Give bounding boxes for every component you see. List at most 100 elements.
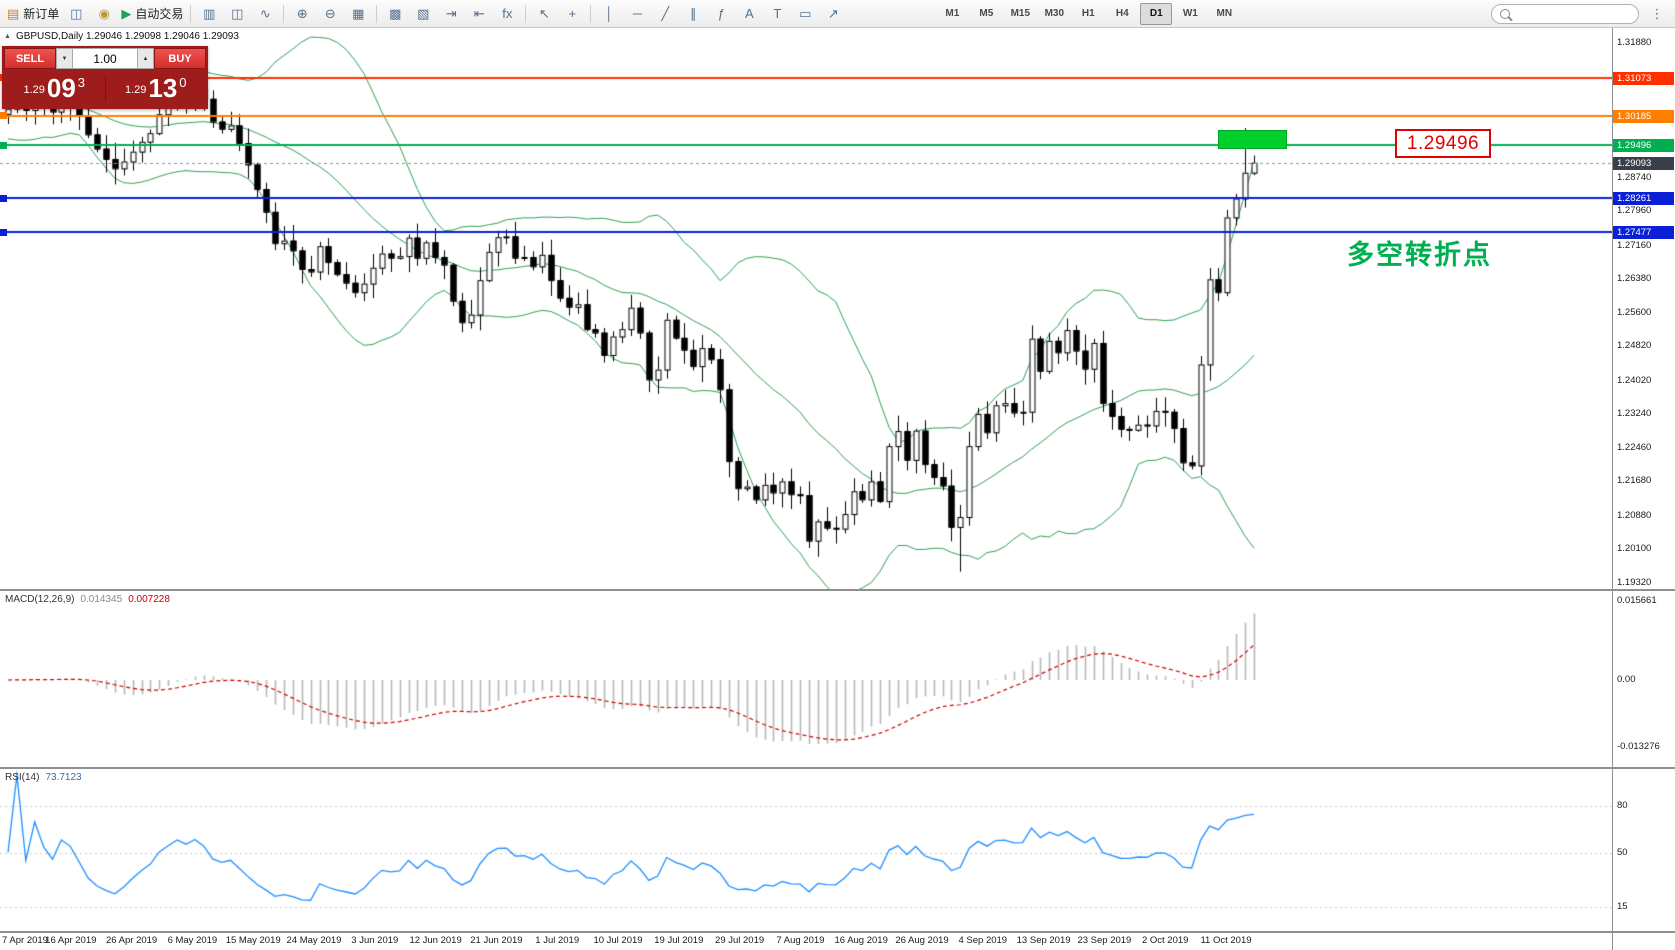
time-axis[interactable]: 7 Apr 2019 16 Apr 2019 26 Apr 2019 6 May 20… [0,934,1612,950]
text-icon: A [744,6,754,21]
indicator-list-icon: fx [502,6,513,21]
bar-chart-icon: ▥ [203,6,216,21]
time-axis-label: 15 May 2019 [225,935,281,946]
horizontal-line-button[interactable]: ─ [623,3,651,25]
time-axis-label: 7 Apr 2019 [2,935,48,946]
level-price-tag: 1.31073 [1613,71,1674,85]
highlight-rectangle[interactable] [1218,130,1287,149]
line-anchor[interactable] [0,112,7,120]
search-input[interactable] [1516,6,1630,21]
macd-label: MACD(12,26,9) 0.014345 0.007228 [5,594,170,605]
time-axis-label: 26 Apr 2019 [105,935,158,946]
autotrading-icon: ▶ [121,6,132,21]
lot-decrease-button[interactable]: ▼ [56,48,73,69]
text-label-button[interactable]: T [763,3,791,25]
price-tick: 1.23240 [1617,408,1652,420]
overflow-icon: ⋮ [1650,6,1664,21]
time-axis-label: 26 Aug 2019 [895,935,949,946]
line-anchor[interactable] [0,228,7,236]
pane-separator[interactable] [0,767,1675,769]
notifications-button[interactable]: ◉ [90,3,118,25]
time-axis-label: 12 Jun 2019 [409,935,462,946]
lot-increase-button[interactable]: ▲ [137,48,154,69]
zoom-in-icon: ⊕ [296,6,308,21]
line-anchor[interactable] [0,194,7,202]
price-tick: 1.31880 [1617,36,1652,48]
line-anchor[interactable] [0,141,7,149]
buy-button[interactable]: BUY [154,48,206,69]
timeframe-w1[interactable]: W1 [1182,8,1198,19]
time-axis-label: 13 Sep 2019 [1016,935,1071,946]
line-chart-button[interactable]: ∿ [251,3,279,25]
axis-separator[interactable] [1612,28,1613,950]
cursor-icon: ↖ [538,6,550,21]
cursor-button[interactable]: ↖ [530,3,558,25]
macd-axis-tick: 0.00 [1617,674,1636,685]
toolbar-separator [283,4,285,23]
trade-prices-row: 1.29 09 3 1.29 13 0 [4,71,206,107]
timeframe-m1[interactable]: M1 [945,8,960,19]
pane-separator[interactable] [0,931,1675,933]
horizontal-line-icon: ─ [632,6,642,21]
candlestick-chart-button[interactable]: ◫ [223,3,251,25]
price-tick: 1.20880 [1617,509,1652,521]
text-button[interactable]: A [735,3,763,25]
rsi-value: 73.7123 [45,772,82,783]
chart-shift-button[interactable]: ⇤ [465,3,493,25]
toolbar-overflow-button[interactable]: ⋮ [1643,3,1671,25]
time-axis-label: 6 May 2019 [167,935,218,946]
tile-windows-button[interactable]: ▦ [344,3,372,25]
macd-signal-value: 0.007228 [128,594,170,605]
zoom-out-button[interactable]: ⊖ [316,3,344,25]
arrows-button[interactable]: ↗ [819,3,847,25]
vertical-line-button[interactable]: │ [595,3,623,25]
auto-scroll-button[interactable]: ⇥ [437,3,465,25]
profiles-button[interactable]: ▧ [409,3,437,25]
lot-size-input[interactable] [73,48,137,69]
time-axis-label: 21 Jun 2019 [470,935,523,946]
new-order-label: 新订单 [23,7,60,21]
indicator-list-button[interactable]: fx [493,3,521,25]
pane-separator[interactable] [0,589,1675,591]
account-button[interactable]: ◫ [62,3,90,25]
toolbar-separator [376,4,378,23]
timeframe-d1[interactable]: D1 [1140,2,1173,25]
sell-button[interactable]: SELL [4,48,56,69]
autotrading-button[interactable]: ▶ 自动交易 [118,3,186,25]
fibonacci-button[interactable]: ƒ [707,3,735,25]
time-axis-label: 23 Sep 2019 [1077,935,1132,946]
shapes-icon: ▭ [799,6,812,21]
crosshair-button[interactable]: + [558,3,586,25]
timeframe-h1[interactable]: H1 [1081,8,1095,19]
timeframe-h4[interactable]: H4 [1115,8,1129,19]
price-axis[interactable]: 1.31880 1.28740 1.27960 1.27160 1.26380 1.256… [1613,28,1675,950]
new-chart-button[interactable]: ▩ [381,3,409,25]
search-box[interactable] [1491,3,1639,24]
trendline-button[interactable]: ╱ [651,3,679,25]
level-price-tag: 1.28261 [1613,192,1674,206]
zoom-in-button[interactable]: ⊕ [288,3,316,25]
price-callout[interactable]: 1.29496 [1395,129,1491,158]
ask-price[interactable]: 1.29 13 0 [106,75,207,102]
line-chart-icon: ∿ [259,6,271,21]
timeframe-mn[interactable]: MN [1216,8,1233,19]
search-icon [1500,8,1510,19]
turning-point-note[interactable]: 多空转折点 [1347,240,1492,270]
shapes-button[interactable]: ▭ [791,3,819,25]
level-price-tag: 1.27477 [1613,226,1674,240]
timeframe-m5[interactable]: M5 [979,8,994,19]
timeframe-m15[interactable]: M15 [1010,8,1031,19]
time-axis-label: 2 Oct 2019 [1141,935,1189,946]
trade-controls-row: SELL ▼ ▲ BUY [4,48,206,69]
equidistant-channel-button[interactable]: ∥ [679,3,707,25]
collapse-panel-icon[interactable]: ▲ [4,33,11,40]
current-price-tag: 1.29093 [1613,156,1674,170]
bar-chart-button[interactable]: ▥ [195,3,223,25]
timeframe-m30[interactable]: M30 [1044,8,1065,19]
fibonacci-icon: ƒ [717,6,725,21]
new-order-button[interactable]: ▤ 新订单 [4,3,62,25]
bid-price[interactable]: 1.29 09 3 [4,75,105,102]
arrows-icon: ↗ [827,6,839,21]
macd-axis-tick: 0.015661 [1617,594,1657,606]
